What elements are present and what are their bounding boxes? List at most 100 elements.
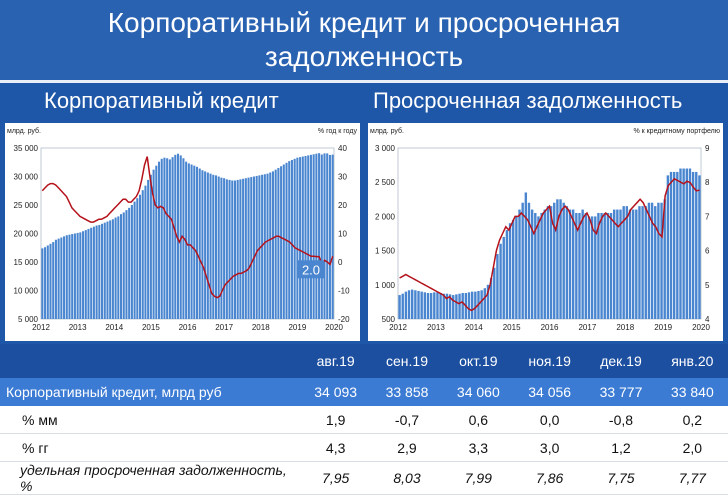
data-table: авг.19 сен.19 окт.19 ноя.19 дек.19 янв.2…: [0, 344, 728, 495]
x-tick-label: 2012: [389, 323, 407, 332]
corporate-credit-chart: 35 000 30 000 25 000 20 000 15 000 10 000 5 00…: [7, 127, 357, 332]
bar: [578, 212, 581, 319]
bar: [414, 290, 417, 319]
table-cell: 1,2: [585, 433, 657, 462]
bar: [597, 212, 600, 319]
bar: [63, 236, 66, 319]
bar: [657, 202, 660, 319]
bar: [79, 232, 82, 319]
y-left-tick-label: 20 000: [14, 230, 39, 239]
bar: [679, 168, 682, 319]
bar: [600, 212, 603, 319]
bar: [590, 216, 594, 319]
title-divider: [0, 80, 728, 83]
bar: [644, 206, 647, 319]
y-left-tick-label: 3 000: [375, 144, 396, 153]
bar: [239, 179, 242, 319]
bar: [176, 153, 180, 319]
left-chart-panel: 35 000 30 000 25 000 20 000 15 000 10 000 5 00…: [5, 123, 360, 341]
y-right-tick-label: 30: [338, 173, 347, 182]
bar: [106, 221, 109, 319]
bar: [315, 153, 318, 319]
bar: [163, 157, 166, 319]
bar: [271, 171, 274, 319]
x-tick-label: 2020: [325, 323, 343, 332]
row-label: Корпоративный кредит, млрд руб: [0, 378, 300, 406]
bar: [220, 177, 223, 319]
bar: [534, 212, 537, 319]
bar: [152, 169, 155, 319]
bar: [663, 199, 666, 319]
bar: [187, 163, 190, 319]
month-header: янв.20: [656, 344, 728, 378]
bar: [236, 179, 239, 319]
bar: [407, 290, 411, 319]
table-cell: 2,0: [656, 433, 728, 462]
bar: [404, 291, 408, 319]
bar: [508, 223, 512, 319]
y-right-tick-label: 4: [705, 315, 710, 324]
bar: [280, 166, 283, 319]
bar: [474, 291, 477, 319]
bar: [242, 178, 245, 319]
bar: [252, 176, 255, 319]
table-cell: 3,0: [513, 433, 586, 462]
bar: [90, 227, 93, 319]
bar: [323, 153, 326, 319]
y-left-tick-label: 500: [382, 315, 396, 324]
bar: [691, 171, 695, 319]
x-tick-label: 2015: [503, 323, 521, 332]
y-right-tick-label: 7: [705, 212, 710, 221]
bar: [571, 209, 575, 319]
table-cell: 7,75: [585, 461, 657, 495]
y-left-unit: млрд. руб.: [7, 127, 41, 135]
table-row-mm: % мм 1,9 -0,7 0,6 0,0 -0,8 0,2: [0, 406, 728, 434]
bar: [326, 153, 329, 319]
bar: [98, 224, 101, 319]
table-cell: 34 093: [300, 378, 372, 406]
y-left-unit: млрд. руб.: [370, 127, 404, 135]
table-cell: -0,7: [371, 406, 443, 434]
table-cell: 34 060: [442, 378, 514, 406]
bar: [44, 247, 47, 319]
y-right-tick-label: 5: [705, 281, 710, 290]
y-right-tick-label: 10: [338, 230, 347, 239]
bar: [556, 199, 559, 319]
bar: [622, 206, 625, 319]
bar: [76, 232, 79, 319]
bar: [117, 216, 120, 319]
bar: [505, 230, 509, 319]
bar: [109, 220, 112, 319]
table-row-overdue-share: удельная просроченная задолженность, % 7…: [0, 461, 728, 495]
bar: [231, 180, 234, 319]
bar: [331, 154, 334, 319]
bar: [166, 158, 169, 319]
right-chart-panel: 3 000 2 500 2 000 1 500 1 000 500 9 8 7 6 5 4 млрд. …: [368, 123, 723, 341]
bar: [320, 154, 323, 319]
bar: [128, 207, 131, 319]
bar: [685, 168, 688, 319]
bar: [546, 206, 550, 319]
bar: [82, 231, 85, 319]
bar: [190, 164, 193, 319]
bar: [530, 209, 534, 319]
bar: [209, 173, 212, 319]
x-tick-label: 2019: [288, 323, 306, 332]
title-line-1: Корпоративный кредит и просроченная: [107, 7, 621, 38]
bar: [288, 161, 291, 319]
y-left-tick-label: 2 500: [375, 178, 396, 187]
y-right-tick-label: 0: [338, 258, 343, 267]
bar: [263, 174, 266, 319]
x-tick-label: 2018: [252, 323, 270, 332]
bar: [136, 198, 139, 319]
bar: [647, 202, 651, 319]
y-left-tick-label: 15 000: [14, 258, 39, 267]
bar: [559, 199, 562, 319]
bar: [49, 243, 52, 319]
bar: [638, 206, 641, 319]
y-right-tick-label: -10: [338, 287, 350, 296]
table-cell: 33 840: [656, 378, 728, 406]
bar: [277, 167, 280, 319]
bar: [654, 206, 657, 319]
annotation-label: 2.0: [302, 262, 320, 277]
